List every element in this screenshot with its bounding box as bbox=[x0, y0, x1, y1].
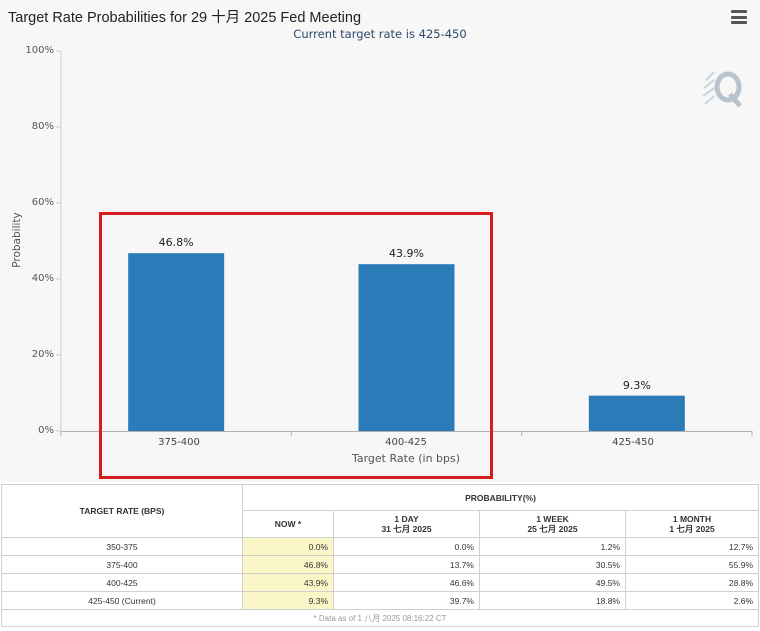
now-cell: 0.0% bbox=[242, 537, 334, 556]
rate-cell: 400-425 bbox=[1, 573, 243, 592]
week-cell: 18.8% bbox=[479, 591, 626, 610]
x-tick-label: 400-425 bbox=[385, 437, 427, 448]
now-cell: 46.8% bbox=[242, 555, 334, 574]
probability-table: TARGET RATE (BPS) PROBABILITY(%) NOW * 1… bbox=[0, 484, 760, 627]
x-tick-label: 375-400 bbox=[158, 437, 200, 448]
data-label: 43.9% bbox=[389, 247, 424, 261]
bar-375-400[interactable] bbox=[128, 253, 225, 431]
highlight-box bbox=[99, 212, 493, 479]
week-cell: 30.5% bbox=[479, 555, 626, 574]
now-header: NOW * bbox=[242, 510, 334, 538]
table-header-row: TARGET RATE (BPS) PROBABILITY(%) bbox=[1, 484, 760, 538]
now-cell: 43.9% bbox=[242, 573, 334, 592]
month-header-date: 1 七月 2025 bbox=[669, 524, 715, 534]
day-cell: 0.0% bbox=[333, 537, 480, 556]
week-header-label: 1 WEEK bbox=[536, 514, 569, 524]
y-tick-label: 100% bbox=[25, 45, 54, 56]
y-tick-label: 0% bbox=[38, 425, 54, 436]
table-row: 350-375 0.0% 0.0% 1.2% 12.7% bbox=[1, 537, 760, 556]
day-cell: 39.7% bbox=[333, 591, 480, 610]
rate-cell: 425-450 (Current) bbox=[1, 591, 243, 610]
month-cell: 28.8% bbox=[624, 573, 760, 592]
bar-425-450[interactable] bbox=[588, 395, 685, 431]
target-rate-header: TARGET RATE (BPS) bbox=[1, 484, 243, 538]
day-header-label: 1 DAY bbox=[394, 514, 419, 524]
chart-subtitle: Current target rate is 425-450 bbox=[293, 27, 467, 41]
chart-plot bbox=[56, 50, 753, 436]
week-header: 1 WEEK 25 七月 2025 bbox=[479, 510, 626, 538]
rate-cell: 375-400 bbox=[1, 555, 243, 574]
month-header-label: 1 MONTH bbox=[672, 514, 712, 524]
month-header: 1 MONTH 1 七月 2025 bbox=[624, 510, 760, 538]
chart-title: Target Rate Probabilities for 29 十月 2025… bbox=[8, 10, 362, 26]
y-tick-label: 80% bbox=[31, 121, 54, 132]
day-cell: 13.7% bbox=[333, 555, 480, 574]
day-header-date: 31 七月 2025 bbox=[381, 524, 432, 534]
table-footer-row: * Data as of 1 八月 2025 08:16:22 CT bbox=[0, 609, 760, 627]
hamburger-menu-icon[interactable] bbox=[731, 10, 747, 24]
table-subheader-row: NOW * 1 DAY 31 七月 2025 1 WEEK 25 七月 2025 1… bbox=[2, 510, 760, 538]
y-tick-label: 20% bbox=[31, 349, 54, 360]
month-cell: 12.7% bbox=[624, 537, 760, 556]
table-row: 375-400 46.8% 13.7% 30.5% 55.9% bbox=[1, 555, 760, 574]
bar-400-425[interactable] bbox=[358, 264, 455, 431]
day-cell: 46.6% bbox=[333, 573, 480, 592]
week-cell: 1.2% bbox=[479, 537, 626, 556]
data-timestamp-footnote: * Data as of 1 八月 2025 08:16:22 CT bbox=[0, 609, 760, 627]
week-cell: 49.5% bbox=[479, 573, 626, 592]
day-header: 1 DAY 31 七月 2025 bbox=[333, 510, 480, 538]
week-header-date: 25 七月 2025 bbox=[527, 524, 578, 534]
chart-area: Target Rate Probabilities for 29 十月 2025… bbox=[8, 10, 753, 479]
rate-cell: 350-375 bbox=[1, 537, 243, 556]
month-cell: 2.6% bbox=[624, 591, 760, 610]
month-cell: 55.9% bbox=[624, 555, 760, 574]
now-cell: 9.3% bbox=[242, 591, 334, 610]
data-label: 9.3% bbox=[622, 378, 651, 392]
y-tick-label: 60% bbox=[31, 197, 54, 208]
data-label: 46.8% bbox=[158, 236, 194, 250]
probability-header: PROBABILITY(%) bbox=[241, 484, 760, 511]
table-row: 425-450 (Current) 9.3% 39.7% 18.8% 2.6% bbox=[1, 591, 760, 610]
q-logo-icon bbox=[702, 71, 742, 108]
table-row: 400-425 43.9% 46.6% 49.5% 28.8% bbox=[1, 573, 760, 592]
y-axis-title: Probability bbox=[11, 212, 23, 268]
x-tick-label: 425-450 bbox=[612, 437, 654, 448]
y-tick-label: 40% bbox=[31, 273, 54, 284]
x-axis-title: Target Rate (in bps) bbox=[351, 452, 461, 465]
now-header-label: NOW * bbox=[274, 519, 302, 529]
